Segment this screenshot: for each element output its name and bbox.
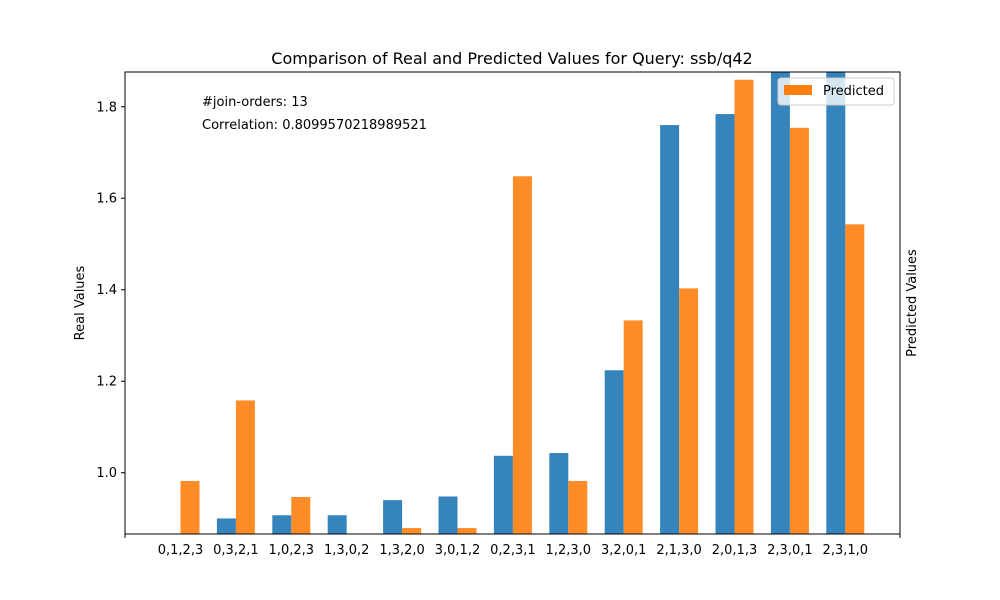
y-tick-label-3: 1.6 [96, 192, 117, 207]
join-orders-annotation: #join-orders: 13 [202, 95, 308, 110]
correlation-annotation: Correlation: 0.8099570218989521 [202, 118, 427, 133]
bar-predicted-10 [734, 79, 754, 534]
bars-group [180, 72, 865, 535]
bar-real-4 [383, 500, 403, 534]
x-tick-label-1: 0,3,2,1 [213, 543, 258, 558]
bar-real-6 [493, 455, 513, 534]
x-tick-label-12: 2,3,1,0 [823, 543, 868, 558]
x-tick-label-7: 1,2,3,0 [546, 543, 591, 558]
x-tick-label-4: 1,3,2,0 [379, 543, 424, 558]
bar-predicted-1 [235, 400, 255, 534]
legend-swatch-predicted [784, 85, 812, 95]
bar-real-1 [216, 518, 236, 534]
bar-predicted-12 [845, 224, 865, 535]
bar-real-7 [549, 453, 569, 534]
x-tick-label-11: 2,3,0,1 [767, 543, 812, 558]
y-axis-ticks: 1.0 1.2 1.4 1.6 1.8 [96, 100, 125, 481]
x-tick-label-8: 3,2,0,1 [601, 543, 646, 558]
legend-label-predicted: Predicted [823, 84, 884, 99]
bar-real-8 [604, 370, 624, 534]
x-tick-label-3: 1,3,0,2 [324, 543, 369, 558]
bar-predicted-9 [679, 288, 699, 534]
bar-predicted-7 [568, 480, 588, 534]
bar-predicted-0 [180, 480, 200, 534]
bar-real-5 [438, 496, 458, 534]
y-axis-label-right: Predicted Values [905, 249, 920, 357]
y-tick-label-2: 1.4 [96, 283, 117, 298]
legend-box [777, 77, 895, 106]
bar-predicted-8 [623, 320, 643, 534]
bar-predicted-5 [457, 528, 477, 534]
bar-predicted-6 [512, 176, 532, 534]
x-tick-label-9: 2,1,3,0 [656, 543, 701, 558]
x-tick-label-10: 2,0,1,3 [712, 543, 757, 558]
bar-real-9 [660, 125, 680, 534]
legend: Predicted [777, 77, 895, 106]
bar-real-3 [327, 515, 347, 534]
bar-real-11 [770, 72, 790, 534]
x-tick-label-2: 1,0,2,3 [269, 543, 314, 558]
y-axis-label: Real Values [73, 265, 88, 340]
bar-real-10 [715, 114, 735, 535]
bar-predicted-4 [402, 528, 422, 534]
bar-real-12 [826, 72, 846, 534]
plot-frame [124, 71, 901, 535]
x-tick-label-0: 0,1,2,3 [158, 543, 203, 558]
y-tick-label-1: 1.2 [96, 375, 117, 390]
chart-title: Comparison of Real and Predicted Values … [271, 49, 752, 68]
bar-real-2 [272, 515, 292, 534]
bar-predicted-11 [789, 127, 809, 534]
y-tick-label-0: 1.0 [96, 466, 117, 481]
x-tick-label-6: 0,2,3,1 [490, 543, 535, 558]
x-tick-label-5: 3,0,1,2 [435, 543, 480, 558]
bar-predicted-2 [291, 496, 311, 534]
x-axis-ticks: 0,1,2,3 0,3,2,1 1,0,2,3 1,3,0,2 1,3,2,0 3,0,1… [124, 534, 901, 558]
y-tick-label-4: 1.8 [96, 100, 117, 115]
